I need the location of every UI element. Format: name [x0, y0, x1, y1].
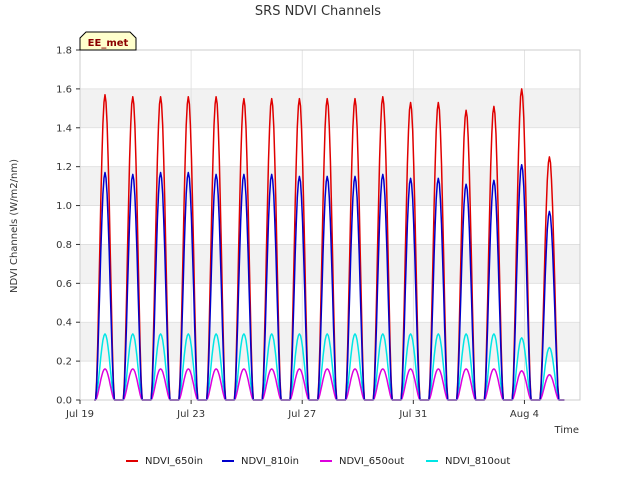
badge-label: EE_met: [88, 38, 129, 49]
y-axis-ticks: 0.0 0.2 0.4 0.6 0.8 1.0 1.2 1.4 1.6 1.8: [56, 46, 80, 407]
station-badge: EE_met: [79, 31, 137, 51]
badge-shape: [79, 31, 137, 51]
series-line-NDVI_810in: [94, 163, 565, 401]
x-tick-label: Jul 19: [65, 409, 94, 420]
chart-title: SRS NDVI Channels: [255, 4, 381, 19]
plot-band: [80, 88, 580, 128]
y-tick-label: 1.8: [56, 46, 72, 57]
y-tick-label: 0.0: [56, 396, 72, 407]
x-tick-label: Jul 27: [287, 409, 316, 420]
legend-label-NDVI_810out: NDVI_810out: [445, 456, 510, 467]
y-axis-label: NDVI Channels (W/m2/nm): [9, 159, 20, 293]
x-tick-label: Jul 31: [398, 409, 427, 420]
x-axis-label: Time: [554, 425, 579, 436]
plot-band: [80, 244, 580, 284]
y-tick-label: 0.6: [56, 279, 72, 290]
y-tick-label: 0.4: [56, 318, 72, 329]
plot-border: [79, 49, 581, 401]
y-tick-label: 0.8: [56, 240, 72, 251]
series-lines: [94, 88, 565, 401]
y-tick-label: 1.2: [56, 162, 72, 173]
y-tick-label: 1.4: [56, 123, 72, 134]
y-tick-label: 0.2: [56, 357, 72, 368]
legend-label-NDVI_810in: NDVI_810in: [241, 456, 299, 467]
y-tick-label: 1.6: [56, 84, 72, 95]
series-line-NDVI_650out: [94, 368, 565, 401]
legend: NDVI_650in NDVI_810in NDVI_650out NDVI_810o…: [126, 456, 510, 467]
legend-label-NDVI_650in: NDVI_650in: [145, 456, 203, 467]
x-axis-ticks: Jul 19 Jul 23 Jul 27 Jul 31 Aug 4: [65, 400, 539, 420]
y-tick-label: 1.0: [56, 201, 72, 212]
x-tick-label: Jul 23: [176, 409, 205, 420]
series-line-NDVI_810out: [94, 333, 565, 401]
legend-label-NDVI_650out: NDVI_650out: [339, 456, 404, 467]
x-tick-label: Aug 4: [510, 409, 539, 420]
